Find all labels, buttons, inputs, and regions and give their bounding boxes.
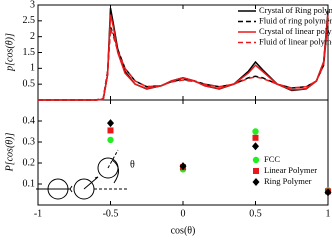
y-tick-label: 0.2 xyxy=(23,157,36,168)
annotation: θ xyxy=(130,159,135,170)
point xyxy=(107,127,114,134)
x-tick-label: 1 xyxy=(326,208,331,219)
y-tick-label: 0.3 xyxy=(23,136,36,147)
x-tick-label: -1 xyxy=(34,208,42,219)
point xyxy=(179,162,187,171)
legend-swatch xyxy=(253,168,259,174)
legend-swatch xyxy=(252,178,260,186)
legend-label: Crystal of Ring polymer xyxy=(259,5,332,15)
y-axis-label: p[cos(θ)] xyxy=(4,33,15,72)
bottom-frame xyxy=(37,99,329,206)
line-series xyxy=(38,14,329,101)
legend-label: FCC xyxy=(264,154,280,164)
y-tick-label: 0.1 xyxy=(23,178,36,189)
point xyxy=(324,188,332,197)
point xyxy=(252,142,259,151)
legend-label: Ring Polymer xyxy=(264,176,312,186)
x-tick-label: -0.5 xyxy=(103,208,119,219)
y-tick-label: 3 xyxy=(30,0,35,10)
legend-swatch xyxy=(252,156,260,164)
annotation-diagram xyxy=(36,149,128,200)
x-tick-label: 0.5 xyxy=(249,208,262,219)
point xyxy=(107,119,114,128)
line-series xyxy=(38,20,329,101)
legend-label: Fluid of linear polymer xyxy=(259,36,332,46)
point xyxy=(252,134,259,141)
y-tick-label: 1 xyxy=(30,63,35,74)
line-series xyxy=(38,17,329,101)
x-tick-label: 0 xyxy=(181,208,186,219)
y-tick-label: 2.5 xyxy=(23,15,36,26)
x-axis-label: cos(θ) xyxy=(171,225,196,236)
y-tick-label: 2 xyxy=(30,31,35,42)
legend-label: Linear Polymer xyxy=(264,165,317,175)
y-axis-label: P[cos(θ)] xyxy=(4,132,15,172)
point xyxy=(252,128,259,135)
point xyxy=(107,136,114,144)
y-tick-label: 0.5 xyxy=(23,78,36,89)
legend-label: Fluid of ring polymer xyxy=(259,15,332,25)
legend-label: Crystal of linear polymer xyxy=(259,26,332,36)
y-tick-label: 1.5 xyxy=(23,47,36,58)
y-tick-label: 0.4 xyxy=(23,115,36,126)
